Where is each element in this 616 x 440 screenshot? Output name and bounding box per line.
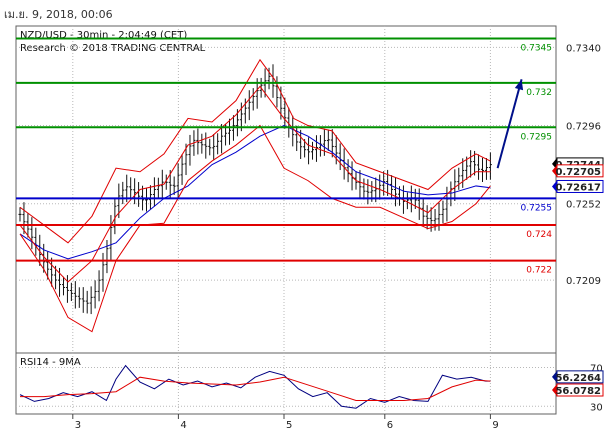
level-label: 0.732 <box>526 88 552 98</box>
forecast-arrow-head <box>514 79 524 91</box>
x-tick-label: 4 <box>180 420 186 431</box>
forecast-arrow-shaft <box>496 79 523 169</box>
rsi-tag-label: 56.2264 <box>555 373 601 384</box>
level-label: 0.7295 <box>521 132 553 142</box>
x-tick-label: 5 <box>286 420 292 431</box>
rsi-plot-frame <box>15 352 557 415</box>
series-band_upper-3 <box>19 58 491 244</box>
y-tick-label: 0.7252 <box>566 200 601 211</box>
x-tick-label: 9 <box>492 420 498 431</box>
price-tag: 0.72705 <box>552 164 604 178</box>
y-tick-label: 0.7209 <box>566 276 601 287</box>
rsi-series-rsi <box>19 364 491 409</box>
rsi-tag-label: 56.0782 <box>555 386 601 397</box>
chart-title: NZD/USD - 30min - 2:04:49 (CET) <box>20 30 187 41</box>
rsi-title: RSI14 - 9MA <box>20 357 81 368</box>
y-tick-label: 0.7296 <box>566 122 601 133</box>
timestamp-label: เม.ย. 9, 2018, 00:06 <box>4 8 113 21</box>
x-tick-label: 3 <box>75 420 81 431</box>
series-ma-2 <box>19 85 491 283</box>
price-tag-label: 0.72617 <box>555 182 601 193</box>
rsi-tick-label: 30 <box>590 402 603 413</box>
price-tag: 0.72617 <box>552 179 604 193</box>
level-label: 0.7255 <box>521 203 553 213</box>
price-tag-pointer <box>552 164 557 177</box>
level-label: 0.7345 <box>521 43 553 53</box>
level-label: 0.722 <box>526 266 552 276</box>
level-label: 0.724 <box>526 230 552 240</box>
rsi-tag-pointer <box>552 370 557 383</box>
main-plot-frame <box>15 25 557 354</box>
rsi-series-rsi_ma <box>20 376 491 401</box>
x-tick-label: 6 <box>387 420 393 431</box>
y-tick-label: 0.7340 <box>566 43 601 54</box>
price-tag-pointer <box>552 180 557 193</box>
rsi-tag-pointer <box>552 384 557 397</box>
price-tag-label: 0.72705 <box>555 167 601 178</box>
series-ma-1 <box>19 124 491 260</box>
rsi-tick-label: 70 <box>590 364 603 375</box>
chart-subtitle: Research © 2018 TRADING CENTRAL <box>20 43 206 54</box>
